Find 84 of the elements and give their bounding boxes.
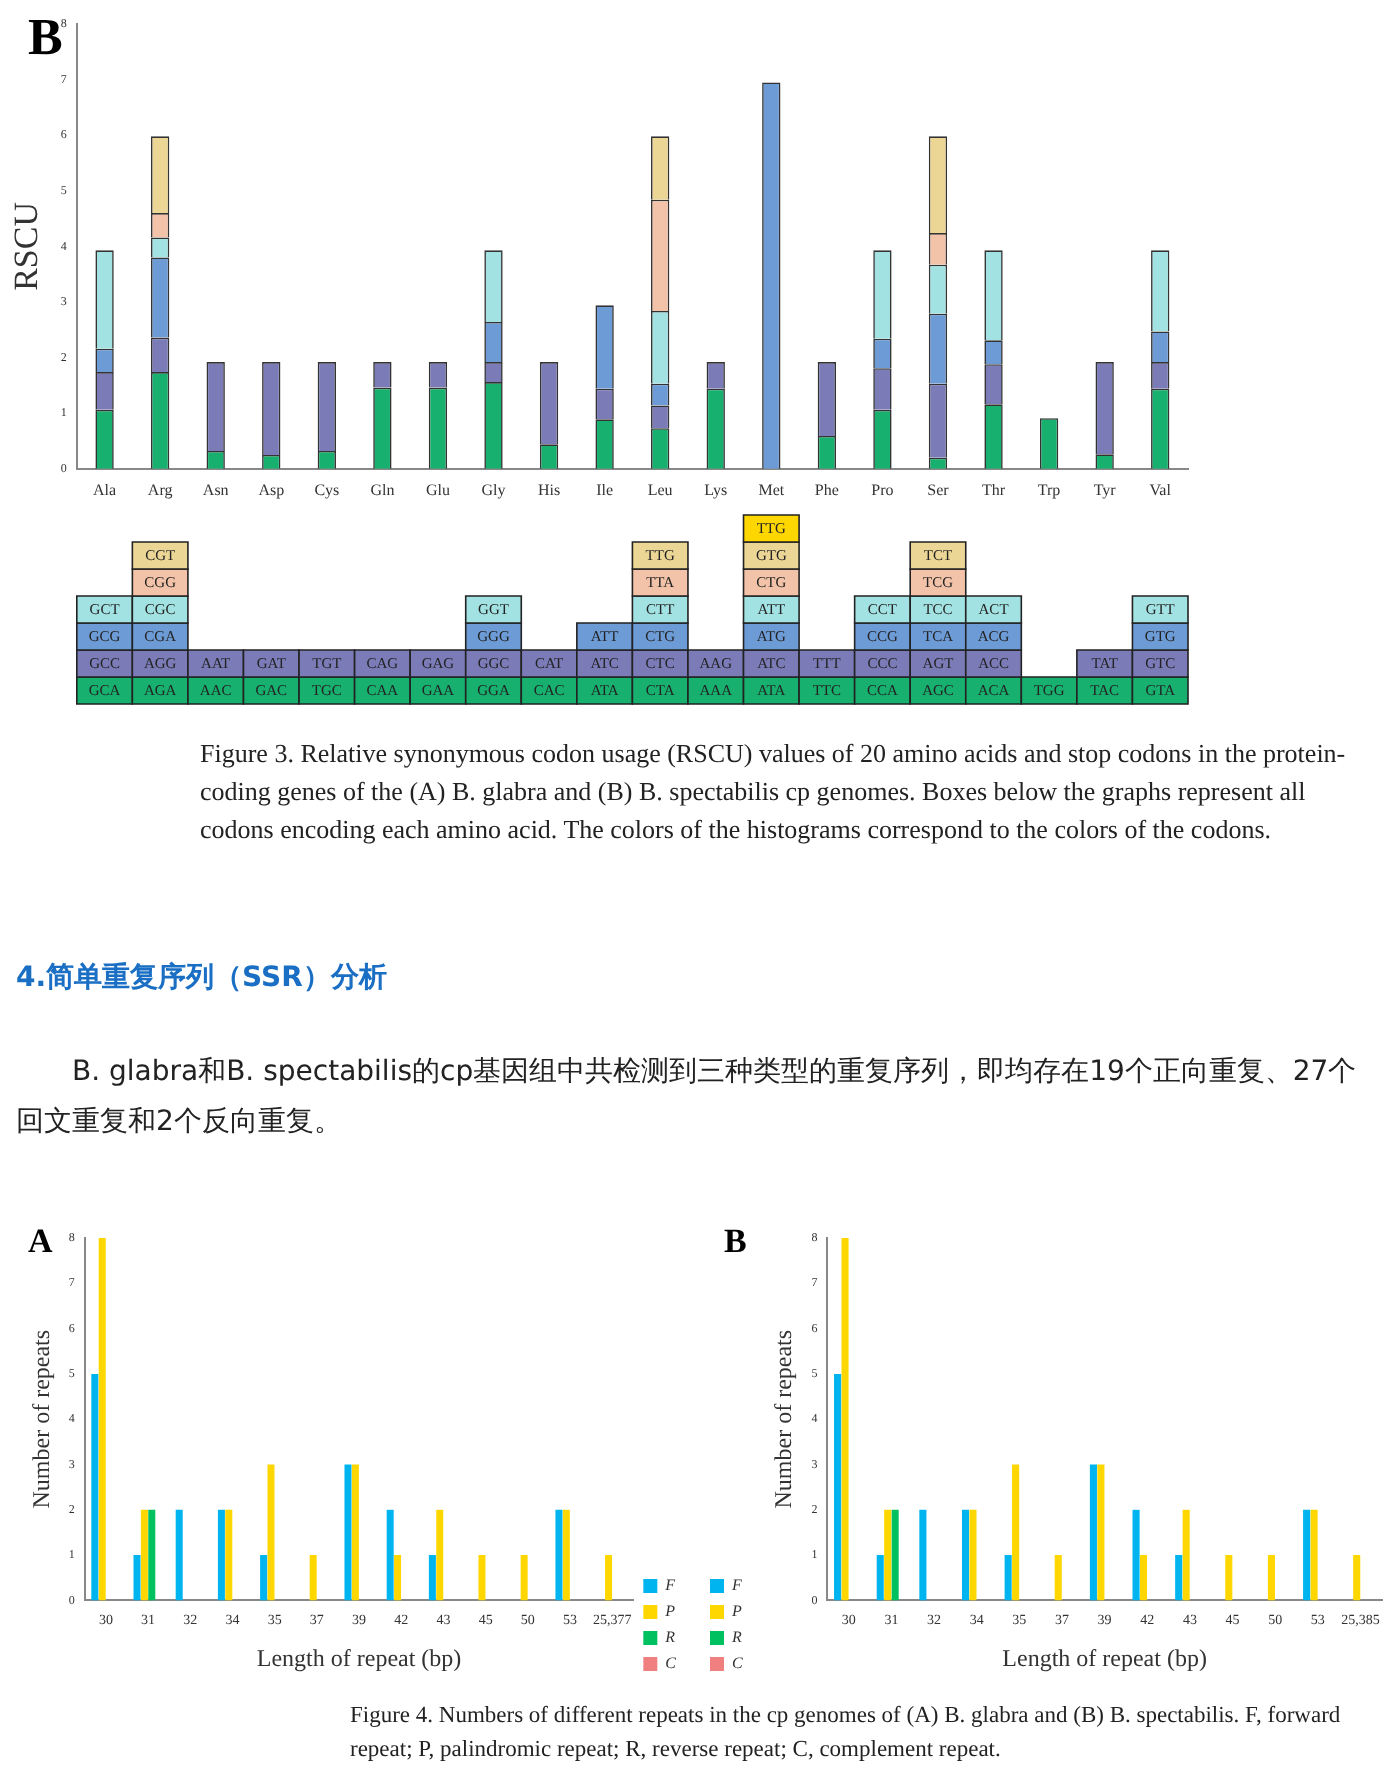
x-tick-label: Thr (981, 480, 1006, 499)
bar (225, 1509, 233, 1601)
bar (148, 1509, 156, 1601)
bar (969, 1509, 977, 1601)
bar (1089, 1464, 1097, 1601)
bar (1267, 1555, 1275, 1601)
bar (1353, 1555, 1361, 1601)
bar (1303, 1509, 1311, 1601)
chart-title: B (28, 8, 63, 68)
bar (1097, 1464, 1105, 1601)
x-tick-label: Pro (871, 480, 894, 499)
caption: Figure 3. Relative synonymous codon usage (RSCU) values of 20 amino acids and stop codons in the protein-coding genes of the (A) B. glabra and (B) B. spectabilis cp genomes. Boxes below the graphs represent all codons encoding each amino acid. The colors of the histograms correspond to the colors of the codons. (200, 736, 1348, 848)
x-tick-label: Gly (481, 480, 506, 499)
x-tick-label: Lys (704, 480, 728, 499)
bar (891, 1509, 899, 1601)
bar (1132, 1509, 1140, 1601)
bar (961, 1509, 970, 1601)
legend-label: C (665, 1654, 678, 1673)
bar (394, 1555, 402, 1601)
x-tick-label: Met (758, 480, 786, 499)
bar (91, 1373, 99, 1601)
chart-title: B (724, 1222, 747, 1262)
text: 4.简单重复序列（SSR）分析 (16, 960, 389, 998)
bar (520, 1555, 528, 1601)
bar (884, 1509, 892, 1601)
legend-label: R (730, 1628, 742, 1647)
x-tick-label: Trp (1037, 480, 1061, 499)
x-tick-label: Asp (258, 480, 285, 499)
bar (1175, 1555, 1183, 1601)
bar (140, 1509, 148, 1601)
x-tick-label: Glu (425, 480, 450, 499)
bar (562, 1509, 570, 1601)
x-tick-label: Asn (202, 480, 229, 499)
bar (1310, 1509, 1318, 1601)
bar (919, 1509, 927, 1601)
bar (1004, 1555, 1012, 1601)
legend-label: F (730, 1576, 742, 1595)
legend-label: C (732, 1654, 744, 1673)
x-tick-label: Tyr (1093, 480, 1117, 499)
x-tick-label: Leu (647, 480, 673, 499)
y-axis-title: Number of repeats (26, 1329, 55, 1509)
x-tick-label: Ile (596, 480, 614, 499)
bar (1012, 1464, 1020, 1601)
x-tick-label: Phe (814, 480, 840, 499)
bar (217, 1509, 225, 1601)
legend-label: P (663, 1602, 676, 1621)
x-tick-label: Arg (147, 480, 173, 499)
chart-title: A (28, 1222, 53, 1262)
bar (133, 1555, 141, 1601)
bar (309, 1555, 317, 1601)
x-tick-label: Cys (314, 480, 340, 499)
bar (386, 1509, 394, 1601)
bar (1054, 1555, 1062, 1601)
bar (260, 1555, 268, 1601)
bar (605, 1555, 613, 1601)
y-axis-title: Number of repeats (769, 1329, 798, 1509)
x-axis-title: Length of repeat (bp) (256, 1643, 462, 1672)
x-axis-title: Length of repeat (bp) (1002, 1643, 1207, 1672)
bar (876, 1555, 884, 1601)
bar (555, 1509, 563, 1601)
bar (428, 1555, 436, 1601)
y-axis-title: RSCU (7, 201, 46, 291)
x-tick-label: Ser (927, 480, 950, 499)
x-tick-label: Gln (370, 480, 395, 499)
bar (267, 1464, 275, 1601)
bar (1225, 1555, 1233, 1601)
bar (175, 1509, 183, 1601)
bar (478, 1555, 486, 1601)
legend-label: P (730, 1602, 742, 1621)
x-tick-label: Ala (93, 480, 118, 499)
bar (351, 1464, 359, 1601)
bar (1182, 1509, 1190, 1601)
text: B. glabra和B. spectabilis的cp基因组中共检测到三种类型的重复序列，即均存在19个正向重复、27个回文重复和2个反向重复。 (16, 1054, 1359, 1143)
caption: Figure 4. Numbers of different repeats in the cp genomes of (A) B. glabra and (B) B. spectabilis. F, forward repeat; P, palindromic repeat; R, reverse repeat; C, complement repeat. (350, 1702, 1343, 1766)
legend-label: F (663, 1576, 676, 1595)
bar (344, 1464, 352, 1601)
bar (834, 1373, 842, 1601)
legend-label: R (663, 1628, 676, 1647)
x-tick-label: Val (1149, 480, 1173, 499)
bar (98, 1238, 106, 1601)
bar (1139, 1555, 1148, 1601)
bar (436, 1509, 444, 1601)
x-tick-label: His (537, 480, 561, 499)
bar (841, 1238, 849, 1601)
